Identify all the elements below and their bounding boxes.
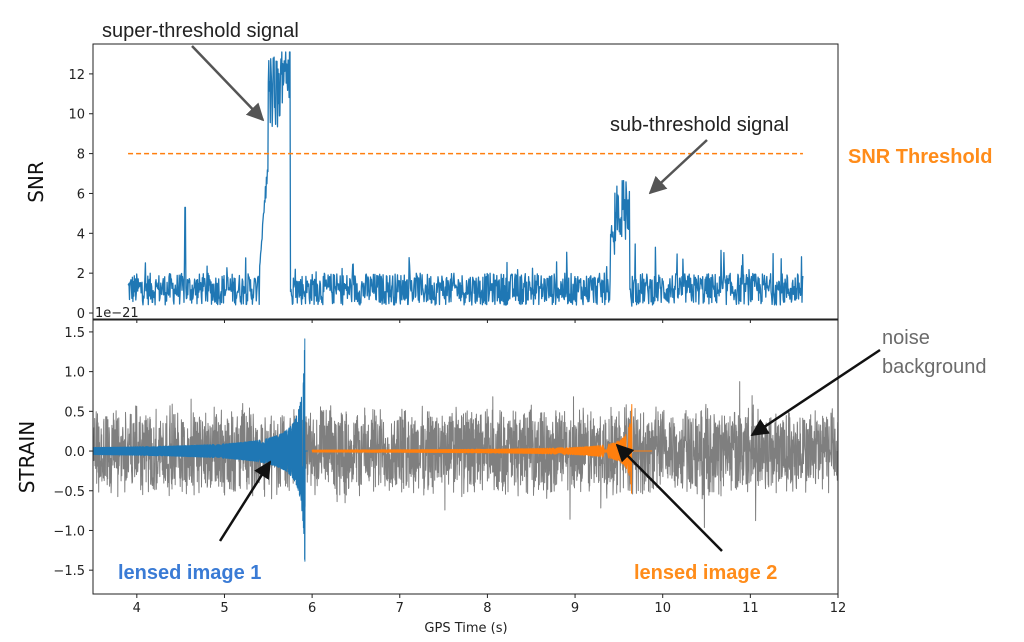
lensed-image-1-label: lensed image 1 [118,562,261,584]
snr-y-tick-label: 10 [68,108,85,123]
snr-series-line [127,51,804,307]
snr-axes-frame [92,43,839,320]
snr-y-tick-label: 0 [77,307,85,322]
noise-arrow [750,348,881,437]
tick-layer: 0 2 4 6 8 10 12 −1.5 −1.0 −0.5 0.0 0.5 1.0 1.5 4 5 6 7 8 9 1… [53,68,846,616]
strain-axis-label: STRAIN [15,421,39,494]
snr-y-tick-label: 12 [68,68,85,83]
strain-y-tick-label: −1.5 [53,564,85,579]
strain-y-tick-label: 0.0 [64,445,85,460]
super-threshold-arrow [191,45,265,122]
strain-axes-frame [92,319,839,595]
x-axis-label: GPS Time (s) [424,621,507,636]
x-tick-label: 8 [483,601,491,616]
snr-plot-area [127,51,804,307]
x-tick-label: 10 [654,601,671,616]
x-tick-label: 11 [742,601,759,616]
lensed-image-2-series [311,404,653,494]
lensed-image-1-arrow [218,460,272,542]
noise-label-line1: noise [882,327,930,349]
strain-plot-area [93,338,838,562]
strain-y-tick-label: −0.5 [53,485,85,500]
lensed-image-2-arrow [615,443,723,552]
snr-y-tick-label: 8 [77,148,85,163]
snr-axis-label: SNR [24,161,48,203]
x-tick-label: 7 [396,601,404,616]
x-tick-label: 6 [308,601,316,616]
x-tick-label: 5 [220,601,228,616]
scale-label: 1e−21 [95,306,139,321]
strain-y-tick-label: 1.0 [64,366,85,381]
x-tick-label: 4 [133,601,141,616]
lensed-image-2-label: lensed image 2 [634,562,777,584]
snr-y-tick-label: 2 [77,267,85,282]
strain-y-tick-label: 1.5 [64,326,85,341]
sub-threshold-annotation: sub-threshold signal [610,114,789,136]
strain-y-tick-label: 0.5 [64,405,85,420]
snr-y-tick-label: 4 [77,227,85,242]
super-threshold-annotation: super-threshold signal [102,20,299,42]
lensed-image-1-series [93,338,309,562]
x-tick-label: 9 [571,601,579,616]
snr-y-tick-label: 6 [77,187,85,202]
strain-y-tick-label: −1.0 [53,524,85,539]
x-tick-label: 12 [830,601,847,616]
snr-threshold-label: SNR Threshold [848,146,992,168]
sub-threshold-arrow [648,139,708,195]
noise-label-line2: background [882,356,987,378]
